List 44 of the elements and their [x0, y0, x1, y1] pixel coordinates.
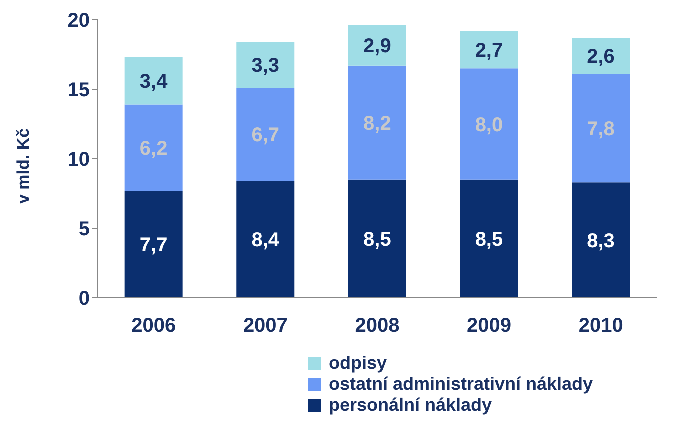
data-label: 2,7 — [475, 40, 504, 62]
bar — [572, 74, 630, 183]
x-tick-label: 2008 — [355, 315, 400, 338]
data-label: 6,7 — [252, 124, 280, 147]
bar — [348, 26, 406, 66]
legend-label: personální náklady — [329, 395, 492, 416]
bar — [236, 181, 295, 298]
data-label: 2,9 — [364, 36, 392, 58]
y-tick-label: 10 — [68, 149, 90, 172]
bar — [572, 38, 630, 74]
bar — [348, 180, 406, 298]
bar — [124, 58, 183, 105]
y-axis-title: v mld. Kč — [14, 128, 34, 204]
bar — [236, 42, 295, 88]
x-tick-label: 2007 — [243, 315, 288, 338]
bar — [460, 31, 518, 69]
data-label: 6,2 — [140, 138, 168, 160]
bar — [236, 88, 295, 182]
y-tick-label: 20 — [68, 10, 90, 32]
data-label: 7,7 — [140, 234, 168, 256]
bar — [460, 68, 518, 180]
legend-label: odpisy — [329, 353, 388, 374]
x-tick-label: 2006 — [132, 315, 176, 338]
bar — [124, 190, 183, 298]
bar — [348, 66, 406, 180]
y-tick-label: 15 — [68, 80, 90, 102]
y-tick-label: 5 — [78, 218, 90, 241]
data-label: 8,3 — [587, 230, 615, 252]
data-label: 7,8 — [587, 118, 615, 140]
data-label: 3,3 — [252, 55, 280, 78]
data-label: 8,4 — [252, 230, 280, 252]
y-tick-label: 0 — [78, 288, 90, 310]
data-label: 2,6 — [587, 46, 615, 68]
data-label: 8,0 — [475, 114, 504, 136]
bar — [124, 104, 183, 191]
bar — [572, 182, 630, 298]
data-label: 3,4 — [140, 71, 169, 94]
data-label: 8,5 — [475, 228, 504, 251]
data-label: 8,2 — [364, 112, 392, 135]
data-label: 8,5 — [364, 228, 392, 251]
bar — [460, 180, 518, 298]
x-tick-label: 2010 — [578, 315, 624, 338]
x-tick-label: 2009 — [467, 315, 512, 338]
legend-label: ostatní administrativní náklady — [329, 374, 594, 395]
